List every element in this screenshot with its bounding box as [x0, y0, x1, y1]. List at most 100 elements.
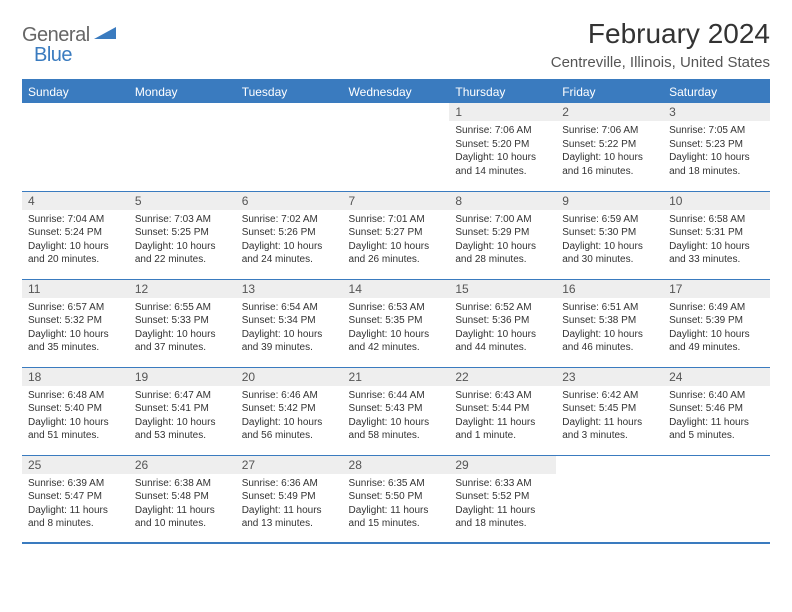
day-info: Sunrise: 6:43 AMSunset: 5:44 PMDaylight:… [449, 386, 556, 447]
day-cell: 19Sunrise: 6:47 AMSunset: 5:41 PMDayligh… [129, 367, 236, 455]
day-number: 2 [556, 103, 663, 121]
day-cell: 25Sunrise: 6:39 AMSunset: 5:47 PMDayligh… [22, 455, 129, 543]
day-cell: 8Sunrise: 7:00 AMSunset: 5:29 PMDaylight… [449, 191, 556, 279]
day-cell: 27Sunrise: 6:36 AMSunset: 5:49 PMDayligh… [236, 455, 343, 543]
day-info: Sunrise: 6:36 AMSunset: 5:49 PMDaylight:… [236, 474, 343, 535]
weekday-friday: Friday [556, 80, 663, 103]
day-info: Sunrise: 7:06 AMSunset: 5:20 PMDaylight:… [449, 121, 556, 182]
day-info: Sunrise: 6:38 AMSunset: 5:48 PMDaylight:… [129, 474, 236, 535]
day-number: 8 [449, 192, 556, 210]
day-info: Sunrise: 6:57 AMSunset: 5:32 PMDaylight:… [22, 298, 129, 359]
day-cell: 13Sunrise: 6:54 AMSunset: 5:34 PMDayligh… [236, 279, 343, 367]
header: General February 2024 Centreville, Illin… [22, 18, 770, 71]
calendar-body: 1Sunrise: 7:06 AMSunset: 5:20 PMDaylight… [22, 103, 770, 543]
day-info: Sunrise: 6:53 AMSunset: 5:35 PMDaylight:… [343, 298, 450, 359]
day-number: 19 [129, 368, 236, 386]
day-info: Sunrise: 7:04 AMSunset: 5:24 PMDaylight:… [22, 210, 129, 271]
day-cell: 21Sunrise: 6:44 AMSunset: 5:43 PMDayligh… [343, 367, 450, 455]
day-cell: 26Sunrise: 6:38 AMSunset: 5:48 PMDayligh… [129, 455, 236, 543]
day-info: Sunrise: 7:02 AMSunset: 5:26 PMDaylight:… [236, 210, 343, 271]
weekday-wednesday: Wednesday [343, 80, 450, 103]
day-number: 20 [236, 368, 343, 386]
day-info: Sunrise: 6:58 AMSunset: 5:31 PMDaylight:… [663, 210, 770, 271]
day-cell: 10Sunrise: 6:58 AMSunset: 5:31 PMDayligh… [663, 191, 770, 279]
day-cell: 12Sunrise: 6:55 AMSunset: 5:33 PMDayligh… [129, 279, 236, 367]
calendar-row: 18Sunrise: 6:48 AMSunset: 5:40 PMDayligh… [22, 367, 770, 455]
day-number: 21 [343, 368, 450, 386]
day-number: 23 [556, 368, 663, 386]
calendar-row: 4Sunrise: 7:04 AMSunset: 5:24 PMDaylight… [22, 191, 770, 279]
calendar-table: SundayMondayTuesdayWednesdayThursdayFrid… [22, 79, 770, 544]
weekday-tuesday: Tuesday [236, 80, 343, 103]
logo-text-blue: Blue [34, 44, 72, 66]
day-cell: 6Sunrise: 7:02 AMSunset: 5:26 PMDaylight… [236, 191, 343, 279]
day-number: 18 [22, 368, 129, 386]
day-info: Sunrise: 6:35 AMSunset: 5:50 PMDaylight:… [343, 474, 450, 535]
empty-cell [236, 103, 343, 191]
weekday-sunday: Sunday [22, 80, 129, 103]
day-info: Sunrise: 6:52 AMSunset: 5:36 PMDaylight:… [449, 298, 556, 359]
day-cell: 3Sunrise: 7:05 AMSunset: 5:23 PMDaylight… [663, 103, 770, 191]
day-info: Sunrise: 6:47 AMSunset: 5:41 PMDaylight:… [129, 386, 236, 447]
day-number: 11 [22, 280, 129, 298]
day-number: 6 [236, 192, 343, 210]
day-info: Sunrise: 6:46 AMSunset: 5:42 PMDaylight:… [236, 386, 343, 447]
day-cell: 24Sunrise: 6:40 AMSunset: 5:46 PMDayligh… [663, 367, 770, 455]
day-info: Sunrise: 6:55 AMSunset: 5:33 PMDaylight:… [129, 298, 236, 359]
title-block: February 2024 Centreville, Illinois, Uni… [551, 18, 770, 71]
day-number: 9 [556, 192, 663, 210]
day-info: Sunrise: 7:06 AMSunset: 5:22 PMDaylight:… [556, 121, 663, 182]
location: Centreville, Illinois, United States [551, 54, 770, 71]
month-title: February 2024 [551, 18, 770, 50]
day-number: 13 [236, 280, 343, 298]
calendar-row: 25Sunrise: 6:39 AMSunset: 5:47 PMDayligh… [22, 455, 770, 543]
empty-cell [556, 455, 663, 543]
logo-text-blue-wrap: Blue [34, 44, 72, 67]
day-cell: 9Sunrise: 6:59 AMSunset: 5:30 PMDaylight… [556, 191, 663, 279]
weekday-monday: Monday [129, 80, 236, 103]
day-info: Sunrise: 6:39 AMSunset: 5:47 PMDaylight:… [22, 474, 129, 535]
day-number: 12 [129, 280, 236, 298]
day-cell: 1Sunrise: 7:06 AMSunset: 5:20 PMDaylight… [449, 103, 556, 191]
day-cell: 17Sunrise: 6:49 AMSunset: 5:39 PMDayligh… [663, 279, 770, 367]
day-number: 15 [449, 280, 556, 298]
calendar-row: 11Sunrise: 6:57 AMSunset: 5:32 PMDayligh… [22, 279, 770, 367]
day-number: 27 [236, 456, 343, 474]
day-number: 1 [449, 103, 556, 121]
day-number: 7 [343, 192, 450, 210]
day-number: 14 [343, 280, 450, 298]
empty-cell [343, 103, 450, 191]
day-number: 25 [22, 456, 129, 474]
day-info: Sunrise: 6:33 AMSunset: 5:52 PMDaylight:… [449, 474, 556, 535]
day-info: Sunrise: 6:49 AMSunset: 5:39 PMDaylight:… [663, 298, 770, 359]
day-cell: 23Sunrise: 6:42 AMSunset: 5:45 PMDayligh… [556, 367, 663, 455]
day-cell: 11Sunrise: 6:57 AMSunset: 5:32 PMDayligh… [22, 279, 129, 367]
weekday-saturday: Saturday [663, 80, 770, 103]
day-info: Sunrise: 6:40 AMSunset: 5:46 PMDaylight:… [663, 386, 770, 447]
weekday-thursday: Thursday [449, 80, 556, 103]
logo: General [22, 18, 116, 47]
day-number: 22 [449, 368, 556, 386]
day-cell: 4Sunrise: 7:04 AMSunset: 5:24 PMDaylight… [22, 191, 129, 279]
day-cell: 29Sunrise: 6:33 AMSunset: 5:52 PMDayligh… [449, 455, 556, 543]
day-info: Sunrise: 7:05 AMSunset: 5:23 PMDaylight:… [663, 121, 770, 182]
day-number: 5 [129, 192, 236, 210]
day-number: 26 [129, 456, 236, 474]
day-info: Sunrise: 7:03 AMSunset: 5:25 PMDaylight:… [129, 210, 236, 271]
day-info: Sunrise: 6:42 AMSunset: 5:45 PMDaylight:… [556, 386, 663, 447]
day-cell: 28Sunrise: 6:35 AMSunset: 5:50 PMDayligh… [343, 455, 450, 543]
empty-cell [129, 103, 236, 191]
day-number: 28 [343, 456, 450, 474]
day-info: Sunrise: 6:51 AMSunset: 5:38 PMDaylight:… [556, 298, 663, 359]
day-number: 10 [663, 192, 770, 210]
day-number: 24 [663, 368, 770, 386]
empty-cell [22, 103, 129, 191]
day-cell: 2Sunrise: 7:06 AMSunset: 5:22 PMDaylight… [556, 103, 663, 191]
day-info: Sunrise: 6:44 AMSunset: 5:43 PMDaylight:… [343, 386, 450, 447]
logo-triangle-icon [94, 25, 116, 44]
day-info: Sunrise: 7:00 AMSunset: 5:29 PMDaylight:… [449, 210, 556, 271]
day-info: Sunrise: 7:01 AMSunset: 5:27 PMDaylight:… [343, 210, 450, 271]
day-cell: 14Sunrise: 6:53 AMSunset: 5:35 PMDayligh… [343, 279, 450, 367]
day-cell: 20Sunrise: 6:46 AMSunset: 5:42 PMDayligh… [236, 367, 343, 455]
weekday-header-row: SundayMondayTuesdayWednesdayThursdayFrid… [22, 80, 770, 103]
